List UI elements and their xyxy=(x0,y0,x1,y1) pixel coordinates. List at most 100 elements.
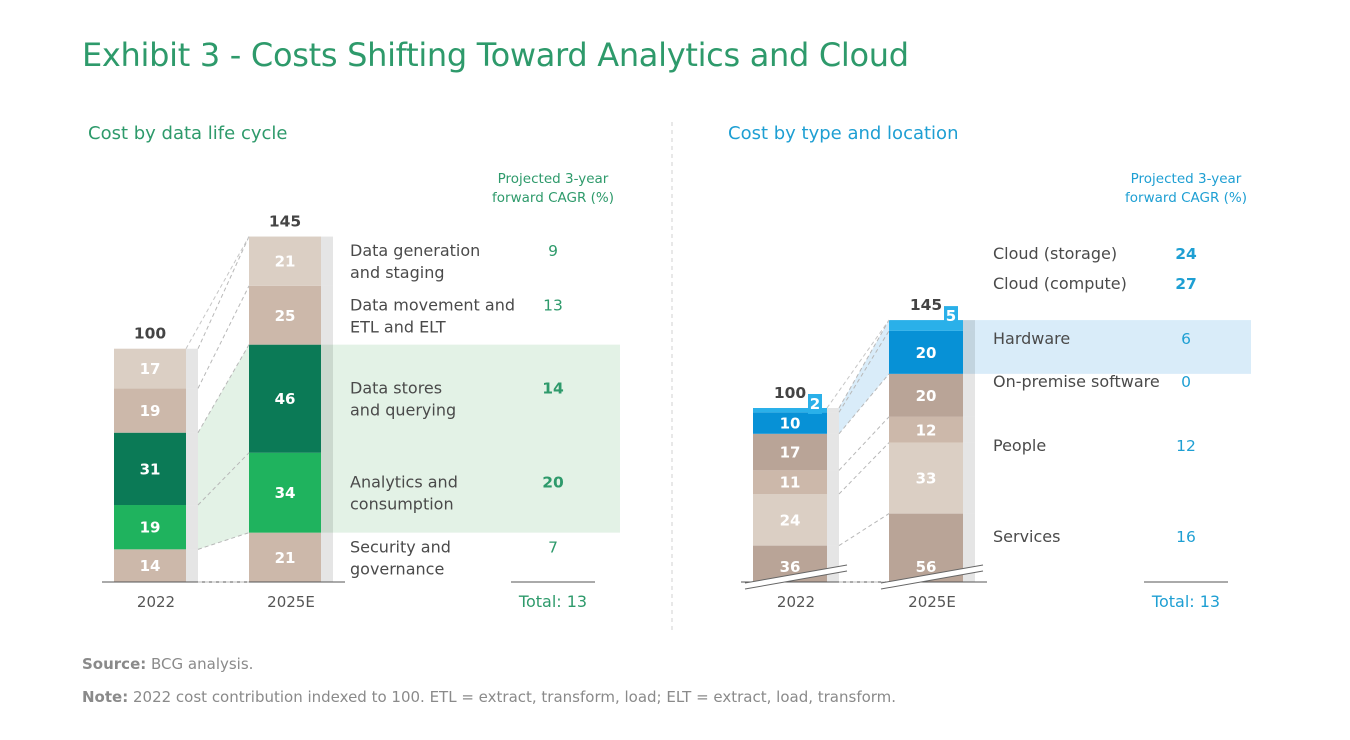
cagr-total: Total: 13 xyxy=(518,592,587,611)
bar-edge xyxy=(963,330,975,374)
bar-security-and-governance-2022 xyxy=(114,549,186,582)
bar-edge xyxy=(827,433,839,471)
cagr-header: Projected 3-year xyxy=(1131,171,1242,187)
connector-line xyxy=(838,319,890,409)
connector-line xyxy=(197,532,250,550)
series-name-analytics-and-consumption: consumption xyxy=(350,495,454,514)
cagr-header: forward CAGR (%) xyxy=(1125,190,1247,206)
bar-hardware-2022 xyxy=(753,433,827,471)
value-label: 11 xyxy=(780,474,801,492)
bar-analytics-and-consumption-2025E xyxy=(249,452,321,533)
bar-cloud-compute-2025E xyxy=(889,330,963,374)
connector-line xyxy=(838,513,890,547)
bar-security-and-governance-2025E xyxy=(249,532,321,582)
bar-cloud-storage-2025E xyxy=(889,320,963,331)
bar-edge xyxy=(186,388,198,433)
cagr-total: Total: 13 xyxy=(1151,592,1220,611)
bar-edge xyxy=(963,320,975,331)
value-label: 19 xyxy=(140,519,161,537)
value-label: 21 xyxy=(275,549,296,567)
cagr-value-cloud-storage: 24 xyxy=(1175,245,1197,263)
total-label: 145 xyxy=(269,213,301,231)
bar-hardware-2025E xyxy=(889,373,963,417)
value-label: 20 xyxy=(916,387,937,405)
series-name-data-stores-and-querying: Data stores xyxy=(350,379,442,398)
bar-edge xyxy=(827,408,839,413)
bar-edge xyxy=(186,432,198,506)
panel-title: Cost by type and location xyxy=(728,123,958,144)
value-label: 5 xyxy=(946,307,956,325)
series-name-cloud-compute: Cloud (compute) xyxy=(993,274,1127,293)
axis-break-line xyxy=(744,564,848,584)
bar-edge xyxy=(963,513,975,582)
series-name-data-generation-and-staging: Data generation xyxy=(350,241,480,260)
cagr-header: Projected 3-year xyxy=(498,171,609,187)
connector-line xyxy=(197,344,250,433)
bar-data-generation-and-staging-2022 xyxy=(114,348,186,389)
series-name-people: People xyxy=(993,436,1046,455)
bar-edge xyxy=(827,545,839,582)
series-name-cloud-storage: Cloud (storage) xyxy=(993,244,1117,263)
connector-line xyxy=(826,319,890,409)
bar-people-2025E xyxy=(889,442,963,514)
connector-line xyxy=(838,442,890,495)
axis-break-line xyxy=(880,570,984,590)
value-label-bg xyxy=(944,306,958,327)
category-label: 2025E xyxy=(908,593,956,611)
value-label: 46 xyxy=(275,390,296,408)
bar-on-premise-software-2022 xyxy=(753,470,827,494)
connector-line xyxy=(185,236,250,349)
series-name-security-and-governance: Security and xyxy=(350,537,451,556)
value-label: 34 xyxy=(275,484,296,502)
page-title: Exhibit 3 - Costs Shifting Toward Analyt… xyxy=(82,36,909,74)
cagr-value-analytics-and-consumption: 20 xyxy=(542,474,564,492)
bar-data-stores-and-querying-2022 xyxy=(114,432,186,506)
panel-type-location: Cost by type and location Projected 3-yea… xyxy=(728,123,1251,611)
source-label: Source: xyxy=(82,655,147,673)
note-text: 2022 cost contribution indexed to 100. E… xyxy=(132,688,897,706)
value-label: 21 xyxy=(275,253,296,271)
bar-edge xyxy=(186,549,198,582)
value-label: 2 xyxy=(810,395,820,413)
bar-edge xyxy=(827,470,839,494)
axis-break-line xyxy=(744,570,848,590)
note-label: Note: xyxy=(82,688,129,706)
cagr-value-hardware: 6 xyxy=(1181,330,1191,348)
bar-data-movement-and-etl-and-elt-2022 xyxy=(114,388,186,433)
total-label: 100 xyxy=(134,325,167,343)
value-label: 31 xyxy=(140,460,161,478)
bar-edge xyxy=(186,348,198,389)
series-name-on-premise-software: On-premise software xyxy=(993,372,1160,391)
value-label-bg xyxy=(808,394,822,414)
bar-people-2022 xyxy=(753,494,827,546)
bar-edge xyxy=(827,412,839,434)
bar-edge xyxy=(321,285,333,345)
bar-edge xyxy=(186,505,198,550)
connector-line xyxy=(838,330,890,413)
cagr-value-data-movement-and-etl-and-elt: 13 xyxy=(543,296,563,314)
series-name-security-and-governance: governance xyxy=(350,559,444,578)
value-label: 36 xyxy=(780,558,801,576)
series-name-services: Services xyxy=(993,527,1060,546)
connector-line xyxy=(838,416,890,471)
cagr-value-data-stores-and-querying: 14 xyxy=(542,380,564,398)
connector-line xyxy=(838,373,890,435)
value-label: 24 xyxy=(780,511,801,529)
series-name-data-stores-and-querying: and querying xyxy=(350,401,456,420)
bar-edge xyxy=(321,452,333,533)
cagr-value-people: 12 xyxy=(1176,437,1196,455)
value-label: 17 xyxy=(140,360,161,378)
bar-edge xyxy=(827,494,839,546)
source-text: BCG analysis. xyxy=(151,655,254,673)
bar-cloud-storage-2022 xyxy=(753,408,827,413)
panel-title: Cost by data life cycle xyxy=(88,123,287,144)
total-label: 145 xyxy=(910,296,942,314)
category-label: 2025E xyxy=(267,593,315,611)
footnote: Note: 2022 cost contribution indexed to … xyxy=(82,688,896,706)
cagr-value-services: 16 xyxy=(1176,528,1196,546)
category-label: 2022 xyxy=(777,593,815,611)
value-label: 12 xyxy=(916,421,937,439)
cagr-value-cloud-compute: 27 xyxy=(1175,275,1197,293)
value-label: 56 xyxy=(916,558,937,576)
